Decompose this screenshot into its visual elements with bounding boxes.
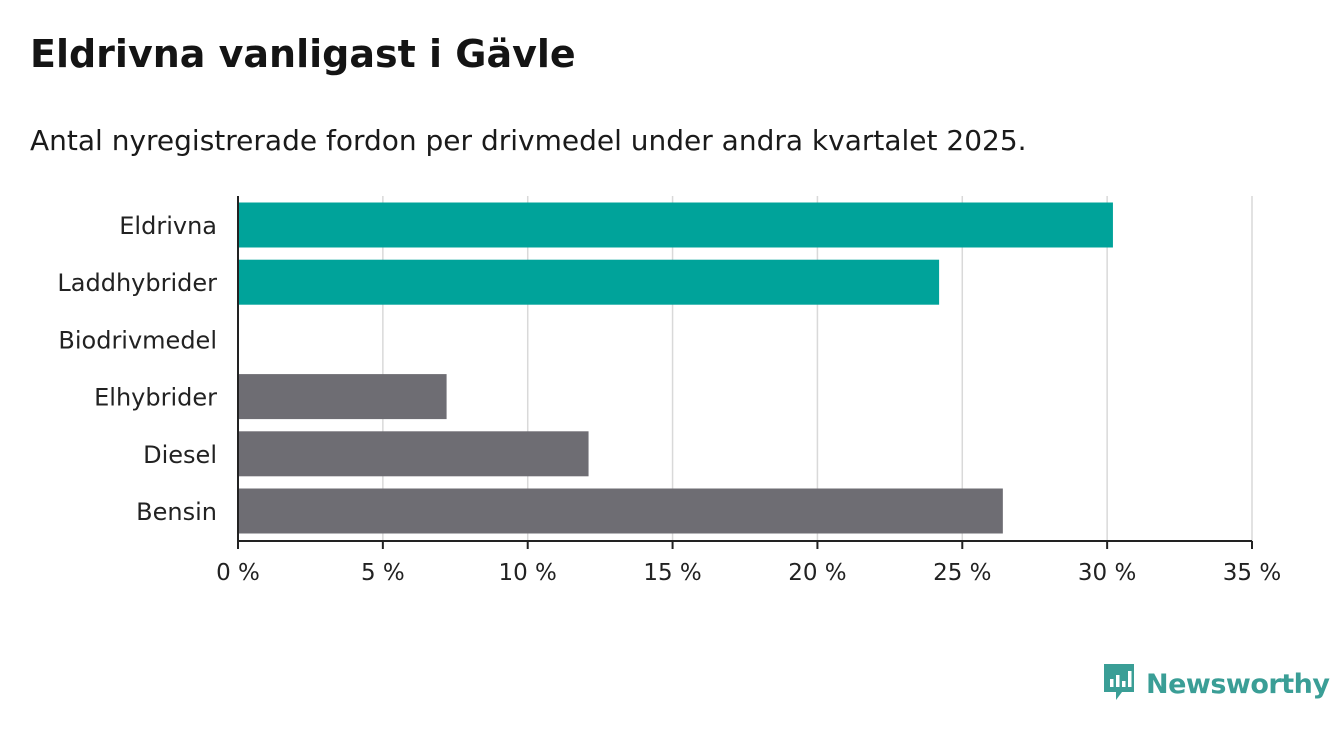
x-tick-label: 0 %: [216, 560, 260, 586]
newsworthy-logo-icon: [1102, 662, 1136, 706]
chart-title: Eldrivna vanligast i Gävle: [30, 32, 576, 76]
category-label: Eldrivna: [119, 212, 217, 240]
chart-subtitle: Antal nyregistrerade fordon per drivmede…: [30, 124, 1027, 157]
category-label: Elhybrider: [94, 384, 217, 412]
x-tick-label: 20 %: [788, 560, 846, 586]
category-label: Diesel: [143, 441, 217, 469]
x-tick-label: 5 %: [361, 560, 405, 586]
bar: [238, 374, 447, 420]
x-tick-label: 25 %: [933, 560, 991, 586]
category-label: Bensin: [136, 498, 217, 526]
x-tick-label: 35 %: [1223, 560, 1281, 586]
bar: [238, 202, 1113, 248]
bar: [238, 431, 589, 477]
category-label: Laddhybrider: [57, 269, 217, 297]
category-label: Biodrivmedel: [58, 326, 217, 354]
newsworthy-logo[interactable]: Newsworthy: [1102, 662, 1330, 706]
bar: [238, 488, 1003, 534]
x-tick-label: 30 %: [1078, 560, 1136, 586]
newsworthy-logo-text: Newsworthy: [1146, 668, 1330, 700]
x-tick-label: 10 %: [498, 560, 556, 586]
bar: [238, 259, 940, 305]
x-tick-label: 15 %: [643, 560, 701, 586]
